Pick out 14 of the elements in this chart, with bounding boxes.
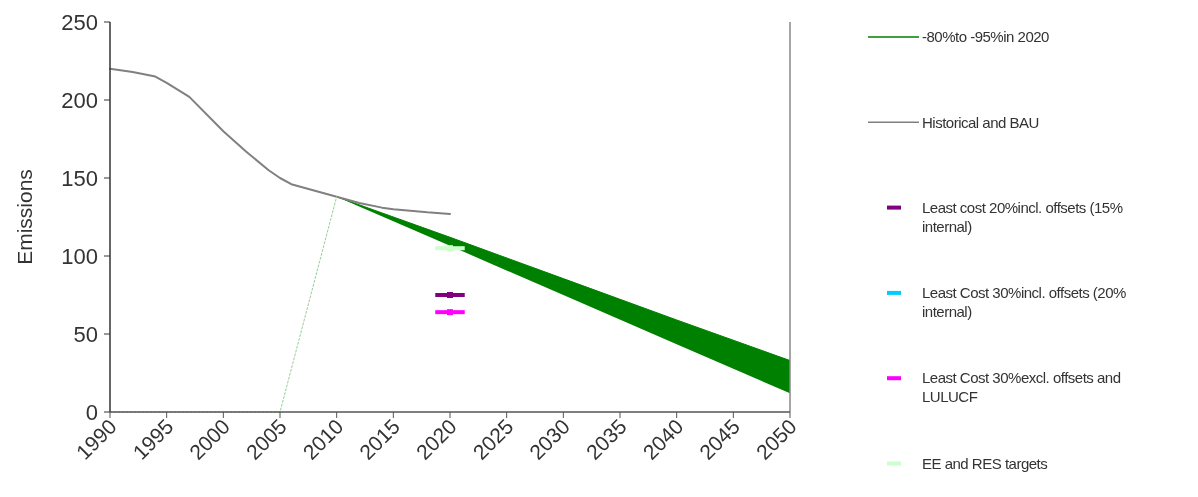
y-tick-label: 200 — [61, 87, 98, 113]
y-tick-label: 50 — [73, 321, 98, 347]
line-series — [109, 67, 451, 215]
y-axis-title: Emissions — [13, 169, 36, 265]
y-tick-label: 100 — [61, 243, 98, 269]
legend-label: Least cost 20%incl. offsets (15% internal) — [922, 198, 1123, 235]
legend-label: Least Cost 30%incl. offsets (20% internal) — [922, 284, 1126, 320]
y-tick-label: 250 — [61, 9, 98, 35]
legend-label: Historical and BAU — [922, 113, 1039, 131]
y-tick-label: 150 — [61, 165, 98, 191]
legend-label: Least Cost 30%excl. offsets and LULUCF — [922, 369, 1121, 406]
legend-label: -80%to -95%in 2020 — [922, 28, 1050, 46]
y-tick-label: 0 — [85, 399, 98, 425]
legend-label: EE and RES targets — [922, 454, 1048, 472]
